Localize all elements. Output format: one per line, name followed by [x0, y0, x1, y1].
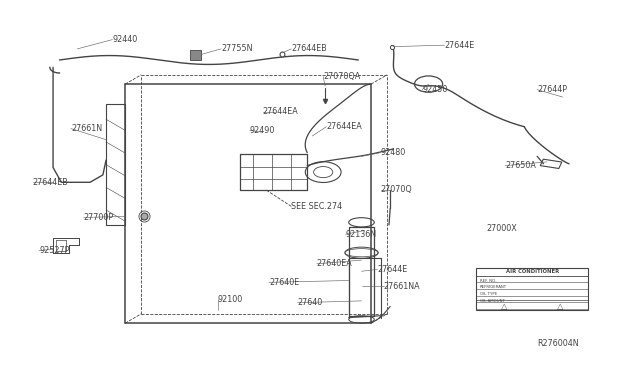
Text: 27640E: 27640E	[269, 278, 299, 287]
Text: 27755N: 27755N	[221, 44, 253, 53]
Text: 92490: 92490	[250, 126, 275, 135]
Text: 27644EB: 27644EB	[33, 178, 68, 187]
Text: R276004N: R276004N	[537, 339, 579, 348]
Text: 27070QA: 27070QA	[323, 72, 360, 81]
Text: 92527P: 92527P	[39, 246, 69, 255]
Text: 92450: 92450	[422, 85, 447, 94]
Text: AIR CONDITIONER: AIR CONDITIONER	[506, 269, 559, 274]
Text: REFRIGERANT: REFRIGERANT	[479, 285, 507, 289]
Text: 27644E: 27644E	[378, 265, 408, 274]
Bar	[476, 267, 588, 310]
Text: 27644P: 27644P	[537, 85, 567, 94]
Text: SEE SEC.274: SEE SEC.274	[291, 202, 342, 211]
Text: 92100: 92100	[218, 295, 243, 304]
Text: 92136N: 92136N	[346, 230, 377, 239]
Text: 27644E: 27644E	[445, 41, 475, 50]
Text: △: △	[501, 302, 508, 311]
Bar	[540, 159, 562, 169]
Bar	[189, 49, 201, 60]
Text: 27650A: 27650A	[505, 161, 536, 170]
Text: 27700P: 27700P	[84, 213, 114, 222]
Text: 27070Q: 27070Q	[381, 185, 412, 194]
Text: 27644EA: 27644EA	[326, 122, 362, 131]
Text: 92440: 92440	[113, 35, 138, 44]
Text: REF. NO.: REF. NO.	[479, 279, 496, 282]
Text: 27644EB: 27644EB	[291, 44, 327, 53]
Text: 27000X: 27000X	[486, 224, 516, 233]
Text: 27661NA: 27661NA	[384, 282, 420, 291]
Text: 27640EA: 27640EA	[317, 259, 353, 268]
Text: 27640: 27640	[298, 298, 323, 307]
Text: 27644EA: 27644EA	[262, 108, 298, 116]
Text: 92480: 92480	[381, 148, 406, 157]
Text: OIL TYPE: OIL TYPE	[479, 292, 497, 296]
Text: OIL AMOUNT: OIL AMOUNT	[479, 298, 504, 302]
Text: 27661N: 27661N	[71, 124, 102, 133]
Text: △: △	[557, 302, 564, 311]
